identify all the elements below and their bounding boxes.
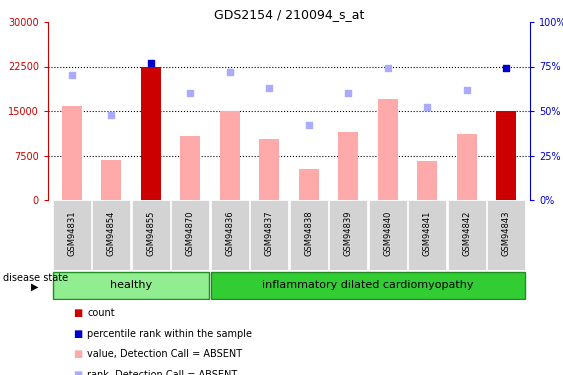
Text: ■: ■ [73,328,82,339]
Bar [369,200,406,270]
Title: GDS2154 / 210094_s_at: GDS2154 / 210094_s_at [214,8,364,21]
Bar [378,99,397,200]
Point [107,111,116,117]
Text: GSM94855: GSM94855 [146,211,155,256]
Text: ■: ■ [73,349,82,359]
Text: GSM94842: GSM94842 [462,211,471,256]
Text: GSM94838: GSM94838 [304,211,313,256]
Text: GSM94870: GSM94870 [186,211,195,256]
Text: GSM94840: GSM94840 [383,211,392,256]
Text: GSM94839: GSM94839 [344,211,353,256]
Point [462,87,471,93]
Text: GSM94837: GSM94837 [265,211,274,256]
Bar [92,200,130,270]
Bar [62,106,82,200]
Text: GSM94836: GSM94836 [225,211,234,256]
Point [67,72,76,78]
Bar [417,161,437,200]
Bar [290,200,328,270]
Bar [220,111,240,200]
Text: GSM94843: GSM94843 [502,211,511,256]
Bar [132,200,169,270]
Bar [53,272,209,298]
Point [225,69,234,75]
Point [344,90,353,96]
Text: value, Detection Call = ABSENT: value, Detection Call = ABSENT [87,349,243,359]
Bar [171,200,209,270]
Bar [329,200,367,270]
Bar [211,272,525,298]
Point [186,90,195,96]
Point [304,122,313,128]
Bar [488,200,525,270]
Point [383,65,392,71]
Point [146,60,155,66]
Bar [53,200,91,270]
Text: healthy: healthy [110,280,152,290]
Text: GSM94841: GSM94841 [423,211,432,256]
Bar [251,200,288,270]
Text: disease state: disease state [3,273,68,283]
Point [502,65,511,71]
Bar [211,200,249,270]
Text: ▶: ▶ [31,282,38,292]
Bar [448,200,486,270]
Text: ■: ■ [73,370,82,375]
Text: percentile rank within the sample: percentile rank within the sample [87,328,252,339]
Bar [497,111,516,200]
Point [265,85,274,91]
Bar [180,136,200,200]
Bar [457,134,477,200]
Point [423,105,432,111]
Text: inflammatory dilated cardiomyopathy: inflammatory dilated cardiomyopathy [262,280,474,290]
Text: GSM94831: GSM94831 [67,211,76,256]
Bar [101,160,121,200]
Bar [408,200,446,270]
Text: GSM94854: GSM94854 [107,211,116,256]
Text: ■: ■ [73,308,82,318]
Bar [299,169,319,200]
Text: rank, Detection Call = ABSENT: rank, Detection Call = ABSENT [87,370,238,375]
Text: count: count [87,308,115,318]
Bar [141,66,160,200]
Bar [338,132,358,200]
Bar [260,140,279,200]
